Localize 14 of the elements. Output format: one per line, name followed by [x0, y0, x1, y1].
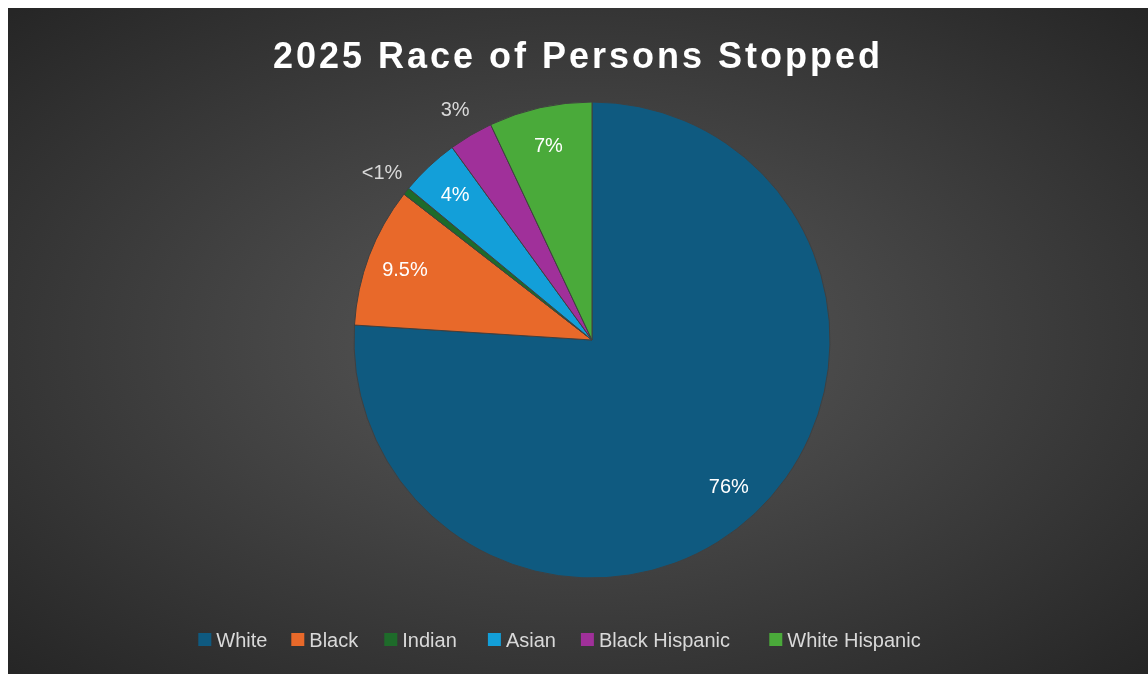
data-label: <1% [361, 160, 403, 183]
legend-label: Black [309, 629, 360, 651]
legend-label: Asian [505, 629, 556, 651]
legend-label: Black Hispanic [598, 629, 731, 651]
slice-label: White [216, 629, 268, 651]
data-label: 3% [440, 97, 470, 120]
legend-label: Indian [402, 629, 457, 651]
data-label: 76% [708, 474, 750, 497]
data-label: 4% [440, 183, 470, 206]
data-label: 9.5% [382, 258, 428, 281]
data-label: 7% [533, 133, 564, 156]
pie-slice [353, 101, 831, 579]
chart-title: 2025 Race of Persons Stopped [272, 35, 884, 76]
legend-label: White Hispanic [787, 629, 921, 651]
